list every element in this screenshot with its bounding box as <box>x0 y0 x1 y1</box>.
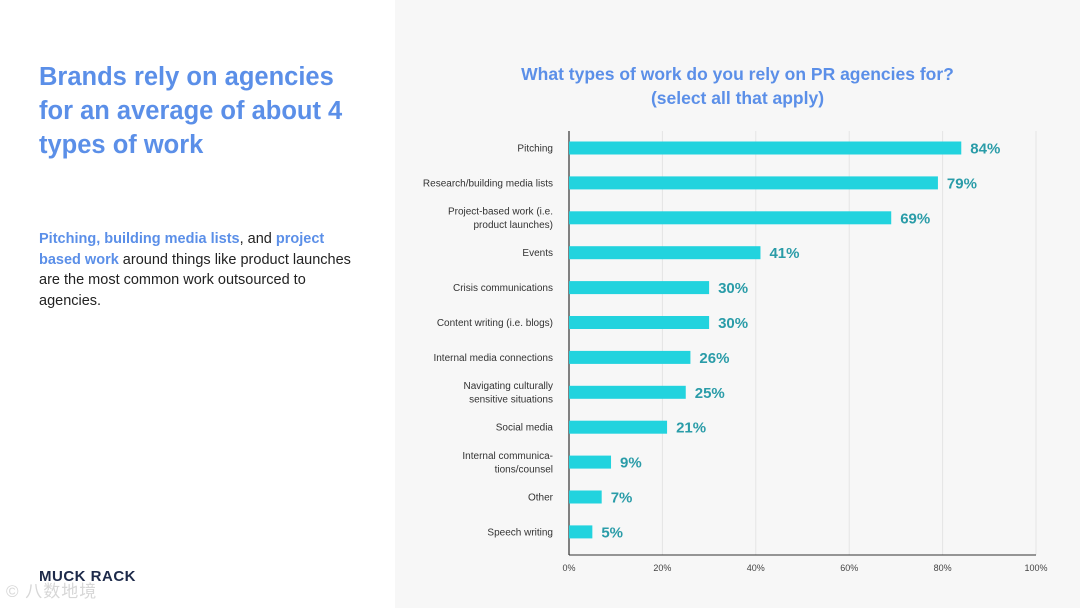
category-label: Internal media connections <box>433 353 553 364</box>
category-label: Research/building media lists <box>423 178 553 189</box>
bar-value-label: 7% <box>611 490 633 507</box>
category-label: Navigating culturally sensitive situation… <box>464 381 554 406</box>
headline: Brands rely on agencies for an average o… <box>39 63 343 159</box>
category-label: Content writing (i.e. blogs) <box>437 318 553 329</box>
category-label: Social media <box>496 423 554 434</box>
category-label-line: Navigating culturally <box>464 381 554 392</box>
category-label-line: tions/counsel <box>495 464 553 475</box>
category-label: Crisis communications <box>453 283 553 294</box>
bar-value-label: 41% <box>769 245 799 262</box>
bar <box>569 350 691 364</box>
category-label: Events <box>522 248 553 259</box>
bar-chart: 0% 20% 40% 60% 80% 100% 84% Pitching 79% Research… <box>423 131 1048 573</box>
left-panel <box>0 0 395 608</box>
bar <box>569 455 612 469</box>
bar <box>569 385 686 399</box>
x-tick-label: 100% <box>1024 563 1047 573</box>
category-label-line: sensitive situations <box>469 395 553 406</box>
bar <box>569 281 710 295</box>
bar <box>569 211 892 225</box>
x-tick-label: 40% <box>747 563 765 573</box>
category-label-line: Pitching <box>517 144 553 155</box>
category-label-line: Crisis communications <box>453 283 553 294</box>
category-label: Pitching <box>517 144 553 155</box>
bar-value-label: 5% <box>601 524 623 541</box>
category-label-line: Social media <box>496 423 554 434</box>
bar <box>569 246 761 260</box>
bar <box>569 490 602 504</box>
x-tick-label: 0% <box>562 563 575 573</box>
bar-value-label: 30% <box>718 315 748 332</box>
bar <box>569 316 710 329</box>
chart-title: What types of work do you rely on PR age… <box>470 62 1005 110</box>
x-tick-label: 60% <box>840 563 858 573</box>
bar <box>569 420 668 434</box>
highlight-project-based-work: project based work <box>39 231 325 268</box>
summary-text-part-1: , and <box>239 231 276 247</box>
chart-title-line-2: (select all that apply) <box>650 88 825 108</box>
category-label-line: Other <box>528 493 554 504</box>
category-label-line: Research/building media lists <box>423 178 553 189</box>
category-label-line: Events <box>522 248 553 259</box>
x-tick-label: 80% <box>934 563 952 573</box>
chart-panel <box>395 0 1080 608</box>
chart-title-line-1: What types of work do you rely on PR age… <box>521 64 954 84</box>
bar-value-label: 25% <box>695 385 725 402</box>
bar-value-label: 21% <box>676 420 706 437</box>
muck-rack-logo: MUCK RACK <box>39 568 136 585</box>
x-tick-label: 20% <box>653 563 671 573</box>
category-label: Speech writing <box>487 527 553 538</box>
category-label-line: product launches) <box>474 220 554 231</box>
bar-value-label: 79% <box>947 175 977 192</box>
category-label-line: Internal communica- <box>462 451 553 462</box>
bar <box>569 525 593 539</box>
watermark: © 八数地境 <box>6 582 98 601</box>
bar-value-label: 69% <box>900 210 930 227</box>
category-label-line: Internal media connections <box>433 353 553 364</box>
bar-value-label: 30% <box>718 280 748 297</box>
bar-value-label: 9% <box>620 455 642 472</box>
bar-value-label: 84% <box>970 141 1000 158</box>
bar <box>569 176 938 190</box>
category-label: Other <box>528 493 554 504</box>
bar <box>569 141 962 155</box>
category-label-line: Speech writing <box>487 527 553 538</box>
category-label: Project-based work (i.e. product launches… <box>448 207 553 232</box>
category-label: Internal communica-tions/counsel <box>462 451 553 476</box>
category-label-line: Content writing (i.e. blogs) <box>437 318 553 329</box>
category-label-line: Project-based work (i.e. <box>448 207 553 218</box>
summary-text-part-2: around things like product launches are … <box>39 251 351 309</box>
highlight-pitching-media-lists: Pitching, building media lists <box>39 231 240 247</box>
summary-text: Pitching, building media lists, and proj… <box>39 229 369 311</box>
bar-value-label: 26% <box>699 350 729 367</box>
